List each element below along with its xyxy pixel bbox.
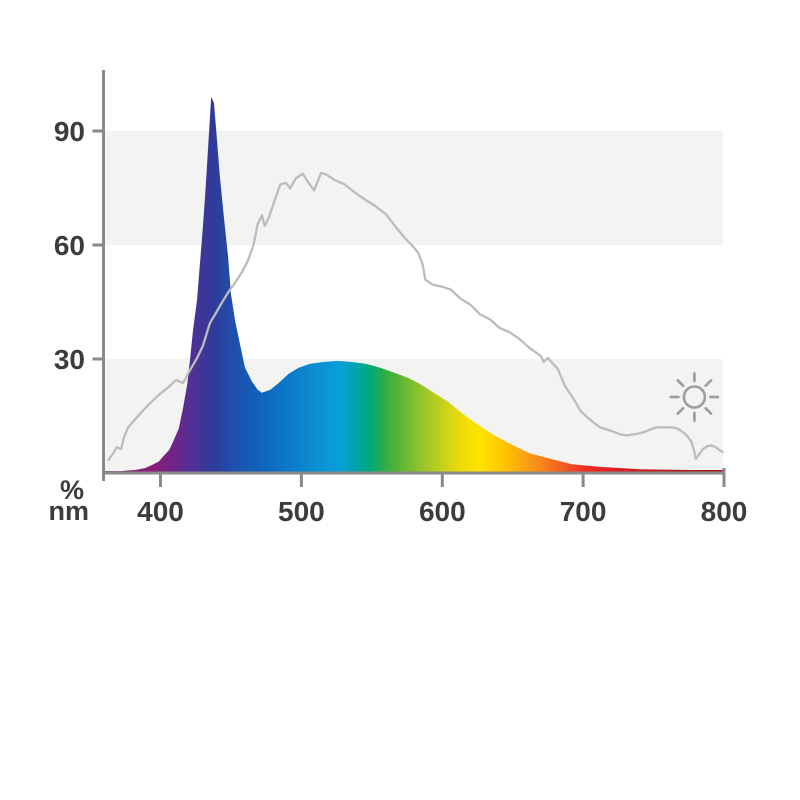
y-axis-unit-label: % [60,475,84,505]
sun-icon-ray [676,379,685,388]
x-tick-label: 600 [419,496,466,527]
y-tick-label: 30 [54,344,85,375]
led-spectrum-area [104,96,724,473]
x-tick-label: 700 [560,496,607,527]
sun-icon-ray [676,406,685,415]
x-tick-label: 400 [137,496,184,527]
y-tick-label: 60 [54,230,85,261]
axes-layer [92,70,726,487]
x-tick-label: 500 [278,496,325,527]
sun-icon-ray [704,406,713,415]
sun-icon [669,372,720,422]
sun-icon-circle [682,385,707,409]
x-axis-unit-label: nm [49,496,90,526]
tick-labels-layer: % nm 90 60 30 400 500 600 700 800 [49,116,748,527]
sun-icon-layer [669,372,720,422]
x-tick-label: 800 [701,496,748,527]
led-area-layer [104,96,724,473]
background-band [104,131,723,245]
daylight-line-layer [107,171,724,462]
sun-icon-ray [704,379,713,388]
y-tick-label: 90 [54,116,85,147]
daylight-curve [107,171,724,462]
